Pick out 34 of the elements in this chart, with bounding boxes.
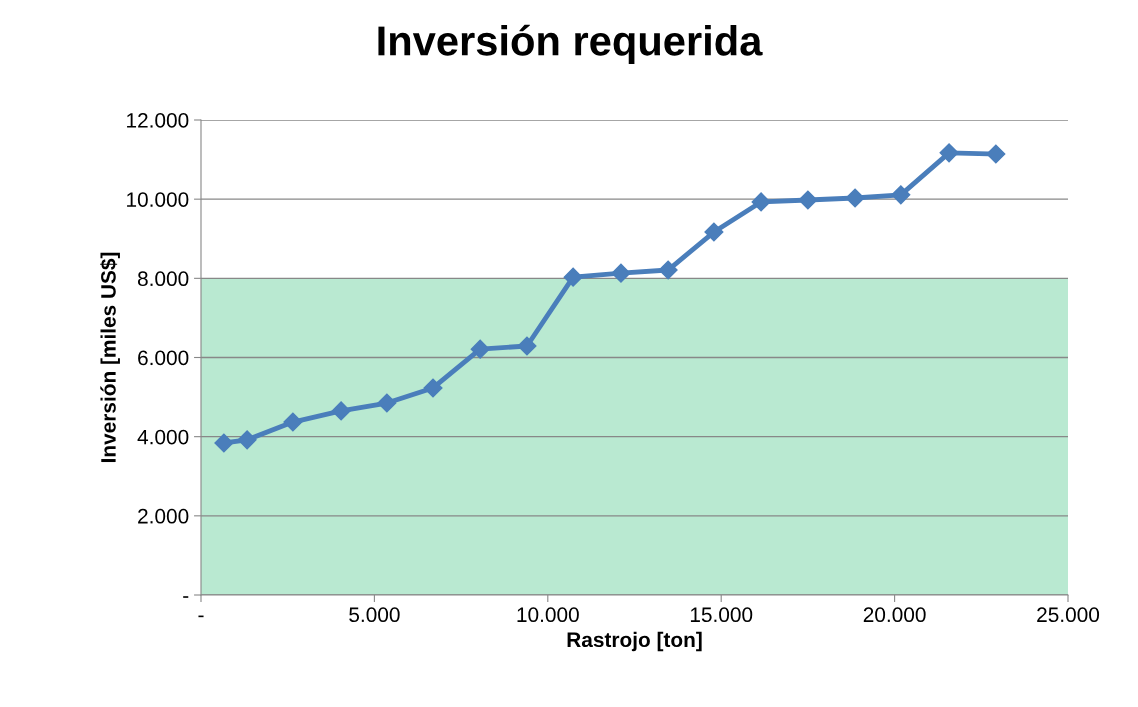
point	[470, 339, 490, 359]
y-tick-label: 6.000	[138, 350, 189, 366]
point	[939, 143, 959, 163]
x-tick-label: 5.000	[349, 607, 400, 623]
point	[704, 222, 724, 242]
y-axis-title: Inversión [miles US$]	[100, 252, 120, 463]
point	[214, 433, 234, 453]
point	[986, 144, 1006, 164]
y-tick-label: 12.000	[127, 113, 189, 128]
point	[658, 260, 678, 280]
y-tick-label: 4.000	[137, 429, 189, 445]
x-tick-label: 25.000	[1037, 607, 1100, 623]
x-tick-label: 20.000	[863, 607, 926, 623]
y-tick-label: 2.000	[138, 508, 189, 524]
point	[377, 393, 397, 413]
point	[331, 401, 351, 421]
point	[563, 267, 583, 287]
x-tick-label: -	[198, 615, 204, 618]
x-tick-label: 10.000	[517, 607, 579, 623]
point	[611, 263, 631, 283]
chart-title: Inversión requerida	[378, 24, 763, 64]
x-axis-title: Rastrojo [ton]	[567, 631, 702, 652]
x-tick-label: 15.000	[690, 607, 753, 623]
point	[751, 192, 771, 212]
point	[283, 412, 303, 432]
y-tick-label: 8.000	[137, 271, 189, 287]
point	[237, 430, 257, 450]
point	[517, 336, 537, 356]
y-tick-label: 10.000	[127, 192, 189, 207]
point	[891, 185, 911, 205]
point	[798, 190, 818, 210]
point	[423, 378, 443, 398]
y-tick-label: -	[183, 596, 189, 598]
point	[845, 188, 865, 208]
